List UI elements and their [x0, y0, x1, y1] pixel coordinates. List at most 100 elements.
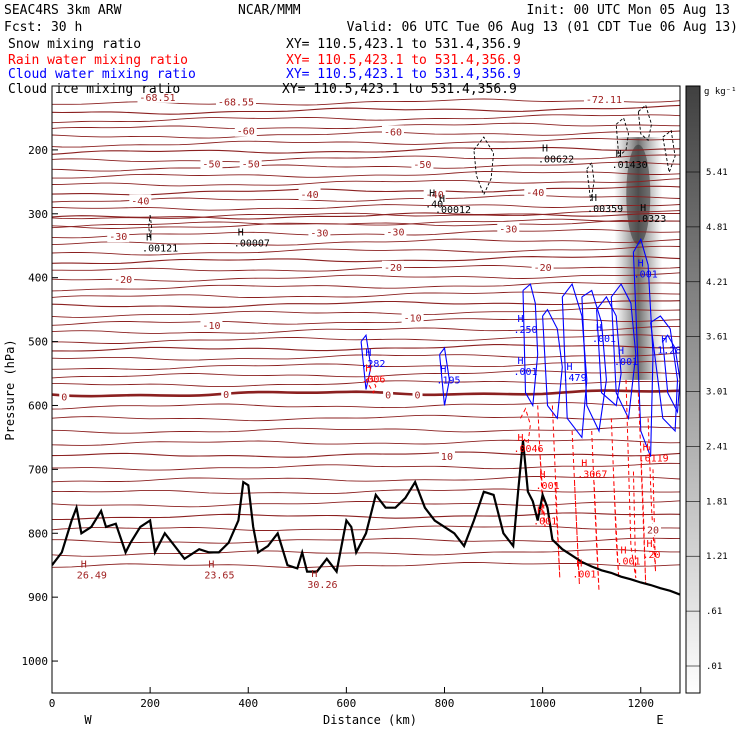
extremum-value-20: .3067: [577, 470, 607, 481]
x-tick-label-3: 600: [336, 697, 356, 710]
x-axis-label: Distance (km): [323, 713, 417, 727]
extremum-value-1: .00007: [234, 238, 270, 249]
legend-ice-xy: XY= 110.5,423.1 to 531.4,356.9: [282, 82, 517, 97]
temperature-label-bg-18: [531, 260, 554, 273]
temperature-contour--4: [52, 370, 680, 379]
extremum-value-22: .001: [533, 516, 557, 527]
legend-snow-label: Snow mixing ratio: [8, 37, 141, 52]
extremum-value-9: .250: [513, 325, 537, 336]
snow-contour-2: [586, 161, 595, 202]
extremum-value-15: .479: [563, 373, 587, 384]
temperature-contour--18: [52, 308, 680, 318]
extremum-value-18: .0046: [513, 444, 543, 455]
y-tick-label-4: 600: [28, 399, 48, 412]
temperature-label-bg-6: [239, 157, 262, 170]
rain-contour-0: [365, 375, 377, 394]
temperature-contour--38: [52, 219, 680, 229]
temperature-contour--2: [52, 380, 680, 388]
cloud-contour-6: [596, 295, 622, 407]
extremum-marker-2: H: [439, 194, 445, 205]
temperature-label-11: -40: [526, 188, 544, 199]
temperature-contour--10: [52, 344, 680, 352]
temperature-label-bg-14: [384, 225, 407, 238]
temperature-label-24: 0: [415, 391, 421, 402]
extremum-marker-16: H: [440, 365, 446, 376]
header-left-line-1: SEAC4RS 3km ARW: [4, 3, 122, 18]
colorbar-tick-label-9: .01: [706, 662, 722, 672]
temperature-label-bg-9: [298, 187, 321, 200]
temperature-label-19: -10: [202, 321, 220, 332]
extremum-value-17: .006: [361, 374, 385, 385]
extremum-marker-28: H: [311, 569, 317, 580]
temperature-contour-28: [52, 561, 680, 569]
temperature-label-bg-7: [411, 157, 434, 170]
colorbar: [685, 85, 701, 694]
temperature-label-bg-26: [645, 523, 662, 536]
extremum-marker-8: H: [638, 259, 644, 270]
temperature-label-6: -50: [242, 159, 260, 170]
temperature-label-bg-23: [383, 388, 394, 401]
temperature-contour--12: [52, 334, 680, 344]
extremum-marker-0: H: [146, 232, 152, 243]
temperature-label-9: -40: [301, 190, 319, 201]
x-tick-label-0: 0: [49, 697, 56, 710]
temperature-contour--54: [52, 171, 680, 179]
cloud-contour-8: [632, 237, 654, 457]
temperature-label-25: 10: [441, 452, 453, 463]
temperature-label-bg-24: [412, 388, 423, 401]
temperature-label-bg-8: [129, 194, 152, 207]
x-tick-label-4: 800: [435, 697, 455, 710]
extremum-value-2: .00012: [435, 205, 471, 216]
temperature-contour--26: [52, 272, 680, 282]
extremum-value-19: .001: [536, 481, 560, 492]
temperature-contour-26: [52, 549, 680, 557]
extremum-marker-3: H: [429, 188, 435, 199]
extremum-marker-14: H: [517, 356, 523, 367]
temperature-label-13: -30: [310, 228, 328, 239]
temperature-label-18: -20: [534, 263, 552, 274]
snow-contour-5: [662, 129, 676, 175]
rain-contour-2: [537, 405, 546, 527]
temperature-label-bg-13: [308, 226, 331, 239]
header-center: NCAR/MMM: [238, 3, 301, 18]
extremum-marker-20: H: [581, 459, 587, 470]
extremum-marker-25: H: [646, 539, 652, 550]
snow-contour-3: [615, 117, 629, 158]
y-tick-label-7: 900: [28, 591, 48, 604]
temperature-label-bg-17: [381, 260, 404, 273]
extremum-value-28: 30.26: [307, 580, 337, 591]
temperature-label-bg-4: [381, 125, 404, 138]
rain-contour-6: [610, 418, 620, 579]
snow-contour-1: [473, 136, 495, 196]
temperature-contour--44: [52, 210, 680, 220]
snow-contour-4: [637, 104, 652, 142]
extremum-marker-17: H: [365, 363, 371, 374]
snow-contours: [148, 104, 676, 239]
extremum-marker-22: H: [537, 505, 543, 516]
y-tick-label-8: 1000: [22, 655, 49, 668]
temperature-label-16: -20: [114, 275, 132, 286]
temperature-contour--14: [52, 325, 680, 334]
temperature-label-bg-15: [497, 222, 520, 235]
temperature-contour-6: [52, 426, 680, 434]
temperature-contour--66: [52, 122, 680, 130]
extremum-marker-18: H: [517, 433, 523, 444]
temperature-label-bg-1: [137, 90, 178, 103]
temperature-contour-16: [52, 488, 680, 495]
temperature-label-bg-2: [215, 95, 256, 108]
temperature-label-12: -30: [109, 232, 127, 243]
cloud-contour-9: [650, 315, 679, 433]
temperature-label-5: -50: [202, 159, 220, 170]
contour-labels: -72.11 -68.51 -68.55 -60 -60 -50 -50 -50 -40 -40 -…: [59, 90, 680, 591]
temperature-contour--62: [52, 137, 680, 148]
colorbar-unit: g kg⁻¹: [704, 87, 737, 97]
temperature-contour--64: [52, 130, 680, 139]
y-tick-label-3: 500: [28, 336, 48, 349]
rain-water-contours: [365, 375, 656, 591]
x-tick-label-5: 1000: [529, 697, 556, 710]
header-valid: Valid: 06 UTC Tue 06 Aug 13 (01 CDT Tue …: [347, 20, 738, 35]
extremum-value-11: .001: [614, 357, 638, 368]
extremum-value-24: .001: [572, 569, 596, 580]
temperature-contour-10: [52, 451, 680, 458]
rain-contour-7: [625, 379, 637, 579]
